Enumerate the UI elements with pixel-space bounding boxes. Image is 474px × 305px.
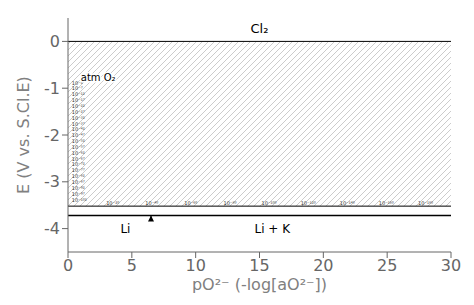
- svg-text:30: 30: [441, 256, 461, 275]
- svg-text:10⁻⁹²: 10⁻⁹²: [71, 184, 85, 191]
- svg-text:25: 25: [377, 256, 397, 275]
- svg-text:pO²⁻ (-log[aO²⁻]): pO²⁻ (-log[aO²⁻]): [192, 275, 327, 294]
- svg-text:10⁻⁵⁷: 10⁻⁵⁷: [71, 143, 85, 150]
- svg-text:10: 10: [185, 256, 205, 275]
- svg-text:10⁻²⁰: 10⁻²⁰: [106, 200, 119, 206]
- svg-text:10⁻⁶²: 10⁻⁶²: [71, 149, 85, 156]
- svg-text:10⁻¹⁸⁰: 10⁻¹⁸⁰: [418, 200, 433, 206]
- svg-text:15: 15: [249, 256, 269, 275]
- svg-text:10⁻⁴⁰: 10⁻⁴⁰: [145, 200, 158, 206]
- svg-text:Cl₂: Cl₂: [251, 21, 269, 36]
- svg-text:5: 5: [127, 256, 137, 275]
- svg-text:E (V vs. S.Cl.E): E (V vs. S.Cl.E): [14, 76, 33, 194]
- svg-text:20: 20: [313, 256, 333, 275]
- svg-text:-2: -2: [44, 126, 60, 145]
- svg-text:-1: -1: [44, 79, 60, 98]
- svg-text:10⁻¹⁰²: 10⁻¹⁰²: [72, 197, 87, 203]
- svg-text:10⁻⁷: 10⁻⁷: [71, 85, 83, 92]
- svg-text:0: 0: [50, 32, 60, 51]
- svg-text:10⁻⁸²: 10⁻⁸²: [71, 173, 85, 180]
- svg-text:Li: Li: [120, 222, 130, 236]
- svg-text:10⁻⁶⁷: 10⁻⁶⁷: [71, 155, 85, 162]
- svg-text:10⁻⁷²: 10⁻⁷²: [71, 161, 85, 168]
- svg-text:10⁻³²: 10⁻³²: [71, 114, 85, 121]
- svg-text:10⁻¹⁶⁰: 10⁻¹⁶⁰: [379, 200, 394, 206]
- svg-text:10⁻¹²: 10⁻¹²: [71, 91, 85, 98]
- svg-text:atm O₂: atm O₂: [81, 72, 116, 83]
- svg-text:-3: -3: [44, 172, 60, 191]
- svg-text:10⁻⁸⁷: 10⁻⁸⁷: [71, 179, 85, 185]
- svg-text:10⁻¹⁴⁰: 10⁻¹⁴⁰: [340, 200, 355, 206]
- svg-text:10⁻⁴²: 10⁻⁴²: [71, 126, 85, 133]
- svg-text:10⁻¹⁰⁰: 10⁻¹⁰⁰: [262, 200, 277, 206]
- svg-text:10⁻⁹⁷: 10⁻⁹⁷: [71, 190, 85, 197]
- svg-text:0: 0: [63, 256, 73, 275]
- svg-text:10⁻¹²⁰: 10⁻¹²⁰: [301, 200, 316, 206]
- svg-text:10⁻³⁷: 10⁻³⁷: [71, 120, 85, 127]
- svg-text:10⁻⁴⁷: 10⁻⁴⁷: [71, 132, 85, 139]
- svg-text:-4: -4: [44, 219, 60, 238]
- svg-text:10⁻⁷⁷: 10⁻⁷⁷: [71, 167, 85, 174]
- svg-text:10⁻²⁷: 10⁻²⁷: [71, 108, 85, 115]
- svg-text:Li + K: Li + K: [254, 222, 291, 236]
- svg-text:10⁻⁶⁰: 10⁻⁶⁰: [184, 200, 197, 206]
- svg-text:10⁻²²: 10⁻²²: [71, 103, 85, 109]
- svg-text:10⁻¹⁷: 10⁻¹⁷: [71, 97, 85, 104]
- svg-text:10⁻⁸⁰: 10⁻⁸⁰: [223, 200, 236, 206]
- svg-text:10⁻⁵²: 10⁻⁵²: [71, 138, 85, 145]
